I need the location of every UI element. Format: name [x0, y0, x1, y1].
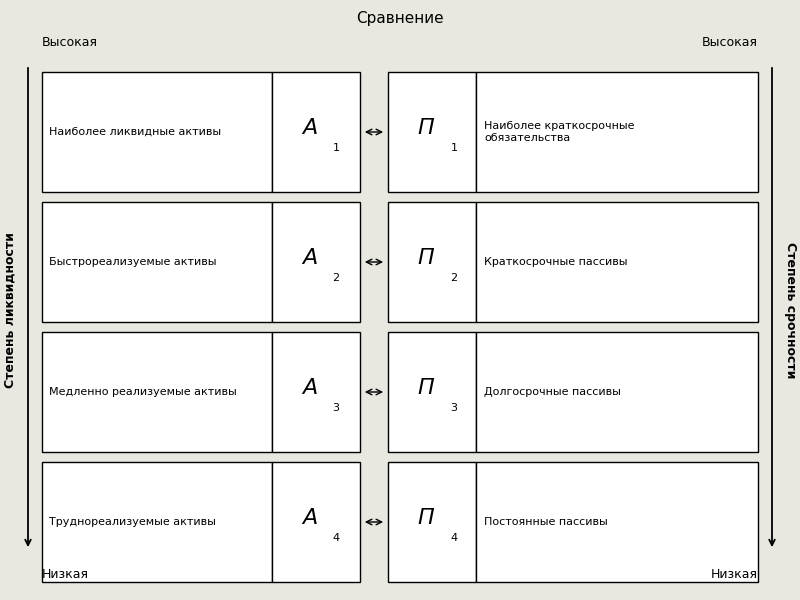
Text: Быстрореализуемые активы: Быстрореализуемые активы: [49, 257, 217, 267]
Text: Медленно реализуемые активы: Медленно реализуемые активы: [49, 387, 237, 397]
Text: Высокая: Высокая: [702, 35, 758, 49]
Text: П: П: [418, 248, 434, 268]
Text: Краткосрочные пассивы: Краткосрочные пассивы: [484, 257, 627, 267]
Text: 2: 2: [450, 273, 458, 283]
Text: А: А: [302, 248, 318, 268]
Text: Высокая: Высокая: [42, 35, 98, 49]
Text: А: А: [302, 508, 318, 528]
Bar: [476, 72, 758, 192]
Text: Наиболее ликвидные активы: Наиболее ликвидные активы: [49, 127, 221, 137]
Text: П: П: [418, 118, 434, 138]
Text: Сравнение: Сравнение: [356, 10, 444, 25]
Text: 1: 1: [333, 143, 339, 153]
Text: 2: 2: [333, 273, 339, 283]
Text: Степень срочности: Степень срочности: [783, 242, 797, 378]
Text: Наиболее краткосрочные
обязательства: Наиболее краткосрочные обязательства: [484, 121, 634, 143]
Bar: [272, 332, 360, 452]
Bar: [388, 202, 476, 322]
Bar: [272, 462, 360, 582]
Bar: [476, 332, 758, 452]
Bar: [272, 202, 360, 322]
Text: 4: 4: [450, 533, 458, 543]
Bar: [388, 332, 476, 452]
Text: 3: 3: [450, 403, 458, 413]
Bar: [42, 72, 272, 192]
Text: Низкая: Низкая: [711, 569, 758, 581]
Bar: [388, 462, 476, 582]
Text: П: П: [418, 378, 434, 398]
Text: 3: 3: [333, 403, 339, 413]
Bar: [272, 72, 360, 192]
Text: 1: 1: [450, 143, 458, 153]
Bar: [42, 202, 272, 322]
Text: Низкая: Низкая: [42, 569, 89, 581]
Bar: [42, 332, 272, 452]
Bar: [476, 202, 758, 322]
Bar: [42, 462, 272, 582]
Text: Долгосрочные пассивы: Долгосрочные пассивы: [484, 387, 621, 397]
Text: А: А: [302, 378, 318, 398]
Text: А: А: [302, 118, 318, 138]
Text: Труднореализуемые активы: Труднореализуемые активы: [49, 517, 216, 527]
Text: П: П: [418, 508, 434, 528]
Bar: [476, 462, 758, 582]
Text: Степень ликвидности: Степень ликвидности: [3, 232, 17, 388]
Text: 4: 4: [333, 533, 339, 543]
Bar: [388, 72, 476, 192]
Text: Постоянные пассивы: Постоянные пассивы: [484, 517, 608, 527]
